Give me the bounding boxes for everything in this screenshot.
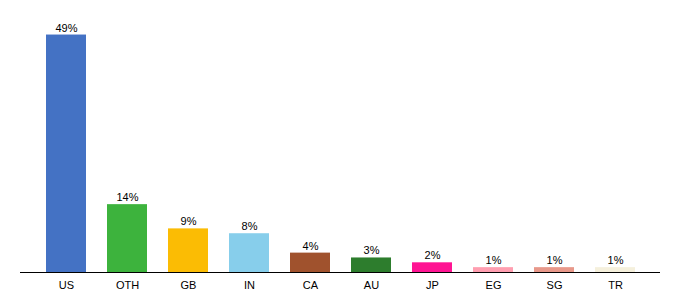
svg-text:1%: 1% xyxy=(608,254,624,266)
svg-text:2%: 2% xyxy=(425,249,441,261)
svg-text:JP: JP xyxy=(426,279,439,291)
svg-text:1%: 1% xyxy=(486,254,502,266)
svg-text:GB: GB xyxy=(181,279,197,291)
svg-text:1%: 1% xyxy=(547,254,563,266)
svg-text:US: US xyxy=(59,279,74,291)
svg-text:OTH: OTH xyxy=(116,279,139,291)
svg-text:TR: TR xyxy=(608,279,623,291)
svg-text:49%: 49% xyxy=(55,22,77,34)
svg-text:14%: 14% xyxy=(116,191,138,203)
svg-text:9%: 9% xyxy=(181,215,197,227)
svg-text:SG: SG xyxy=(547,279,563,291)
svg-text:4%: 4% xyxy=(303,240,319,252)
svg-text:3%: 3% xyxy=(364,244,380,256)
svg-text:IN: IN xyxy=(244,279,255,291)
svg-text:EG: EG xyxy=(486,279,502,291)
svg-text:8%: 8% xyxy=(242,220,258,232)
svg-text:CA: CA xyxy=(303,279,319,291)
svg-text:AU: AU xyxy=(364,279,379,291)
